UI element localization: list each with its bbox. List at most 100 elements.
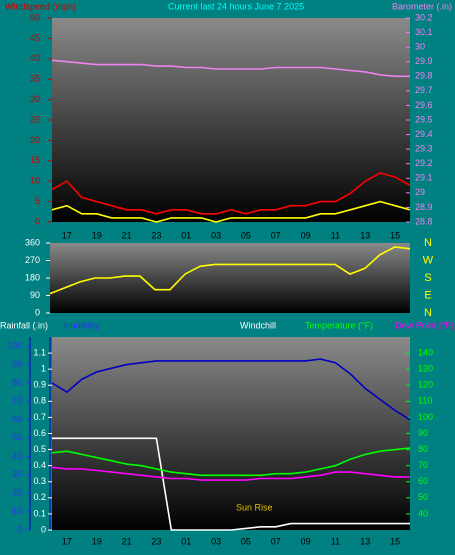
series-line xyxy=(49,246,411,295)
tick-label: 0 xyxy=(17,524,22,534)
tick-label: 20 xyxy=(12,488,22,498)
tick-label: 0.5 xyxy=(33,444,46,454)
windchill-label: Windchill xyxy=(240,320,276,330)
barometer-label: Barometer (.in) xyxy=(392,1,452,11)
x-tick-label: 03 xyxy=(211,536,221,546)
x-tick-label: 13 xyxy=(360,536,370,546)
x-tick-label: 23 xyxy=(151,536,161,546)
x-tick-label: 15 xyxy=(390,230,400,240)
tick-label: 270 xyxy=(25,255,40,265)
x-tick-label: 17 xyxy=(62,230,72,240)
tick-label: 90 xyxy=(30,290,40,300)
annotation: Sun Rise xyxy=(236,502,273,512)
tick-label: 80 xyxy=(418,444,428,454)
tick-label: 40 xyxy=(418,508,428,518)
tick-label: 0.9 xyxy=(33,380,46,390)
wind-label: Windspeed (mph) xyxy=(5,1,76,11)
tick-label: 29.5 xyxy=(415,114,433,124)
tick-label: 40 xyxy=(30,53,40,63)
tick-label: 10 xyxy=(12,506,22,516)
tick-label: 40 xyxy=(12,451,22,461)
x-tick-label: 19 xyxy=(92,536,102,546)
x-tick-label: 15 xyxy=(390,536,400,546)
tick-label: 0.3 xyxy=(33,476,46,486)
series-line xyxy=(51,447,411,477)
x-tick-label: 23 xyxy=(151,230,161,240)
tick-label: 30.2 xyxy=(415,12,433,22)
series-line xyxy=(51,200,411,223)
series-line xyxy=(51,59,410,78)
tick-label: 70 xyxy=(12,396,22,406)
x-tick-label: 05 xyxy=(241,230,251,240)
tick-label: 0.4 xyxy=(33,460,46,470)
tick-label: 0 xyxy=(35,216,40,226)
tick-label: 70 xyxy=(418,460,428,470)
tick-label: 35 xyxy=(30,74,40,84)
tick-label: 90 xyxy=(418,428,428,438)
tick-label: 60 xyxy=(12,414,22,424)
compass-label: S xyxy=(424,272,431,284)
tick-label: 10 xyxy=(30,176,40,186)
series-line xyxy=(51,172,411,215)
humidity-label: Humidity xyxy=(64,320,100,330)
tick-label: 0 xyxy=(41,524,46,534)
tick-label: 29.1 xyxy=(415,173,433,183)
tick-label: 29 xyxy=(415,187,425,197)
tick-label: 360 xyxy=(25,237,40,247)
tick-label: 30 xyxy=(12,469,22,479)
tick-label: 50 xyxy=(12,432,22,442)
x-tick-label: 19 xyxy=(92,230,102,240)
tick-label: 15 xyxy=(30,155,40,165)
tick-label: 29.3 xyxy=(415,144,433,154)
x-tick-label: 09 xyxy=(301,230,311,240)
x-tick-label: 01 xyxy=(181,536,191,546)
tick-label: 0.7 xyxy=(33,412,46,422)
tick-label: 0.8 xyxy=(33,396,46,406)
compass-label: N xyxy=(424,237,432,249)
tick-label: 1 xyxy=(41,364,46,374)
x-tick-label: 07 xyxy=(271,536,281,546)
tick-label: 50 xyxy=(30,12,40,22)
dewpoint-label: Dew Point (°F) xyxy=(395,320,454,330)
x-tick-label: 13 xyxy=(360,230,370,240)
x-tick-label: 21 xyxy=(122,230,132,240)
tick-label: 50 xyxy=(418,492,428,502)
compass-label: N xyxy=(424,307,432,319)
compass-label: W xyxy=(423,254,434,266)
tick-label: 20 xyxy=(30,135,40,145)
temperature-label: Temperature (°F) xyxy=(305,320,373,330)
tick-label: 28.8 xyxy=(415,216,433,226)
series-line xyxy=(51,358,411,421)
tick-label: 29.4 xyxy=(415,129,433,139)
tick-label: 0.2 xyxy=(33,492,46,502)
tick-label: 45 xyxy=(30,33,40,43)
x-tick-label: 17 xyxy=(62,536,72,546)
tick-label: 100 xyxy=(7,341,22,351)
tick-label: 29.8 xyxy=(415,71,433,81)
x-tick-label: 09 xyxy=(301,536,311,546)
tick-label: 29.9 xyxy=(415,56,433,66)
tick-label: 90 xyxy=(12,359,22,369)
chart-title: Current last 24 hours June 7 2025 xyxy=(168,1,304,11)
tick-label: 60 xyxy=(418,476,428,486)
tick-label: 110 xyxy=(418,396,432,406)
x-tick-label: 03 xyxy=(211,230,221,240)
tick-label: 25 xyxy=(30,114,40,124)
rain-label: Rainfall (.in) xyxy=(0,320,48,330)
tick-label: 28.9 xyxy=(415,202,433,212)
plot-background xyxy=(52,337,410,530)
plot-background xyxy=(52,18,410,222)
tick-label: 0.1 xyxy=(33,508,46,518)
tick-label: 0 xyxy=(35,307,40,317)
x-tick-label: 01 xyxy=(181,230,191,240)
series-line xyxy=(51,466,410,481)
x-tick-label: 11 xyxy=(331,230,340,240)
tick-label: 0.6 xyxy=(33,428,46,438)
tick-label: 130 xyxy=(418,364,433,374)
tick-label: 180 xyxy=(25,272,40,282)
tick-label: 30 xyxy=(30,94,40,104)
compass-label: E xyxy=(424,289,431,301)
tick-label: 100 xyxy=(418,412,433,422)
x-tick-label: 05 xyxy=(241,536,251,546)
